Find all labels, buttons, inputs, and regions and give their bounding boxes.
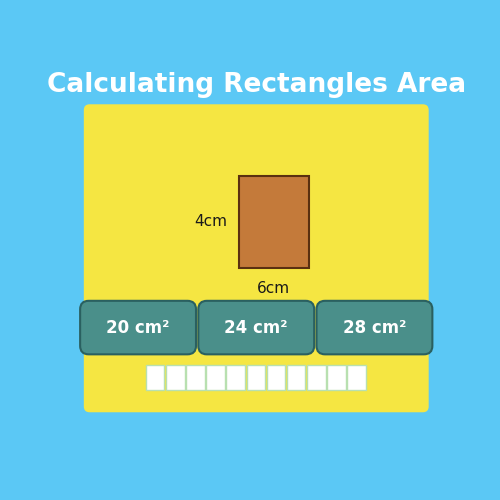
FancyBboxPatch shape	[198, 301, 314, 354]
Text: 20 cm²: 20 cm²	[106, 318, 170, 336]
Bar	[146, 365, 165, 390]
Bar	[246, 365, 265, 390]
Text: 28 cm²: 28 cm²	[343, 318, 406, 336]
Bar	[348, 365, 366, 390]
Bar	[206, 365, 225, 390]
FancyBboxPatch shape	[80, 301, 196, 354]
Bar	[327, 365, 346, 390]
FancyBboxPatch shape	[84, 104, 428, 412]
Bar	[287, 365, 306, 390]
Text: 4cm: 4cm	[194, 214, 227, 229]
FancyBboxPatch shape	[316, 301, 432, 354]
Text: Calculating Rectangles Area: Calculating Rectangles Area	[46, 72, 466, 98]
Bar	[226, 365, 245, 390]
Bar	[239, 176, 308, 268]
Bar	[166, 365, 184, 390]
Bar	[186, 365, 204, 390]
Text: 24 cm²: 24 cm²	[224, 318, 288, 336]
Text: 6cm: 6cm	[257, 282, 290, 296]
Bar	[266, 365, 285, 390]
Bar	[307, 365, 326, 390]
